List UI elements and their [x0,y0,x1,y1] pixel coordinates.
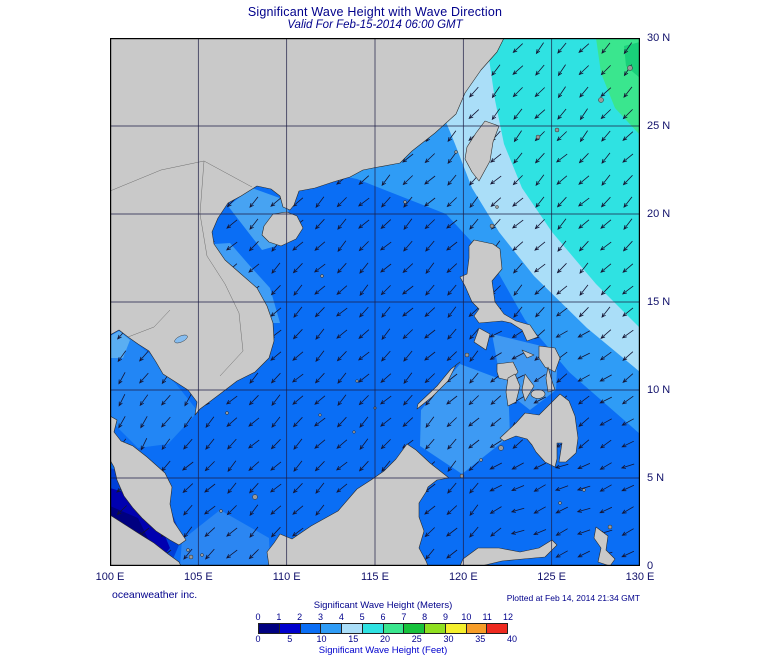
land-bohol [530,389,546,399]
legend-color-segment [300,624,322,633]
tonle-sap-lake [174,334,188,344]
legend-color-segment [425,624,446,633]
land-luzon [459,239,539,342]
lat-label: 20 N [647,208,671,220]
legend-feet-tick: 15 [348,634,359,644]
legend-feet-tick: 30 [443,634,454,644]
legend-feet-tick: 40 [506,634,518,644]
graticule-layer [110,38,640,566]
legend-color-segment [466,624,488,633]
land-taiwan [464,120,500,182]
land-malay-peninsula [110,415,187,546]
legend-feet-tick: 0 [255,634,261,644]
legend-feet-tick: 25 [411,634,422,644]
legend-meters-tick: 9 [442,612,449,622]
lon-label: 105 E [183,571,213,583]
legend-meters-tick: 12 [502,612,514,622]
lat-label: 0 [647,560,654,572]
legend-meters-tick: 7 [401,612,407,622]
legend-color-segment [383,624,405,633]
lat-label: 25 N [647,120,671,132]
legend-feet-ticks: 0 5 10 15 20 25 30 35 40 [255,634,517,645]
land-masbate [521,349,535,359]
legend-meters-tick: 1 [276,612,282,622]
lat-label: 15 N [647,296,671,308]
land-cebu [521,373,535,402]
legend-color-segment [487,624,507,633]
legend-color-segment [279,624,301,633]
land-mindoro [473,327,491,351]
land-samar [538,345,561,373]
legend-meters-tick: 8 [422,612,428,622]
legend-color-segment [445,624,467,633]
legend-meters-ticks: 0 1 2 3 4 5 6 7 8 9 10 11 12 [255,612,513,623]
source-credit: oceanweather inc. [112,589,198,601]
legend-color-segment [259,624,280,633]
land-sumatra [110,514,182,566]
legend-meters-tick: 6 [380,612,386,622]
legend-color-segment [342,624,363,633]
legend-bar [258,623,508,634]
legend-feet-tick: 10 [316,634,327,644]
land-mainland-asia [110,38,505,416]
legend-meters-tick: 10 [461,612,472,622]
legend-meters-tick: 11 [482,612,492,622]
legend-feet-tick: 5 [287,634,293,644]
map-frame [110,38,640,566]
lon-label: 125 E [537,571,567,583]
land-mindanao [499,393,579,468]
lon-axis: 100 E 105 E 110 E 115 E 120 E 125 E 130 E [96,571,655,585]
legend-meters-tick: 2 [297,612,303,622]
legend-meters-tick: 5 [359,612,365,622]
legend-feet-tick: 35 [475,634,486,644]
page-title: Significant Wave Height with Wave Direct… [247,5,503,19]
legend-color-segment [404,624,425,633]
map-area [110,38,640,566]
legend-meters-tick: 0 [255,612,261,622]
lon-label: 115 E [361,571,389,583]
small-islands-layer [186,65,633,560]
lon-label: 130 E [625,571,655,583]
legend-meters-tick: 4 [338,612,344,622]
lon-label: 120 E [448,571,478,583]
lon-label: 110 E [272,571,301,583]
lat-label: 30 N [647,32,671,44]
lat-axis: 30 N 25 N 20 N 15 N 10 N 5 N 0 [647,32,689,578]
legend-feet-title: Significant Wave Height (Feet) [318,645,448,656]
land-halmahera [593,526,616,566]
land-hainan [261,211,304,247]
land-palawan [416,361,461,410]
plotted-timestamp: Plotted at Feb 14, 2014 21:34 GMT [506,593,640,603]
land-borneo [266,443,450,566]
legend-color-segment [362,624,384,633]
map-canvas [110,38,640,566]
land-layer [110,38,616,566]
legend-meters-tick: 3 [317,612,324,622]
lat-label: 5 N [647,472,665,484]
lon-label: 100 E [95,571,125,583]
valid-time-subtitle: Valid For Feb-15-2014 06:00 GMT [287,19,463,31]
legend-color-segment [321,624,342,633]
legend-feet-tick: 20 [379,634,391,644]
legend-meters-title: Significant Wave Height (Meters) [313,600,453,611]
lat-label: 10 N [647,384,671,396]
